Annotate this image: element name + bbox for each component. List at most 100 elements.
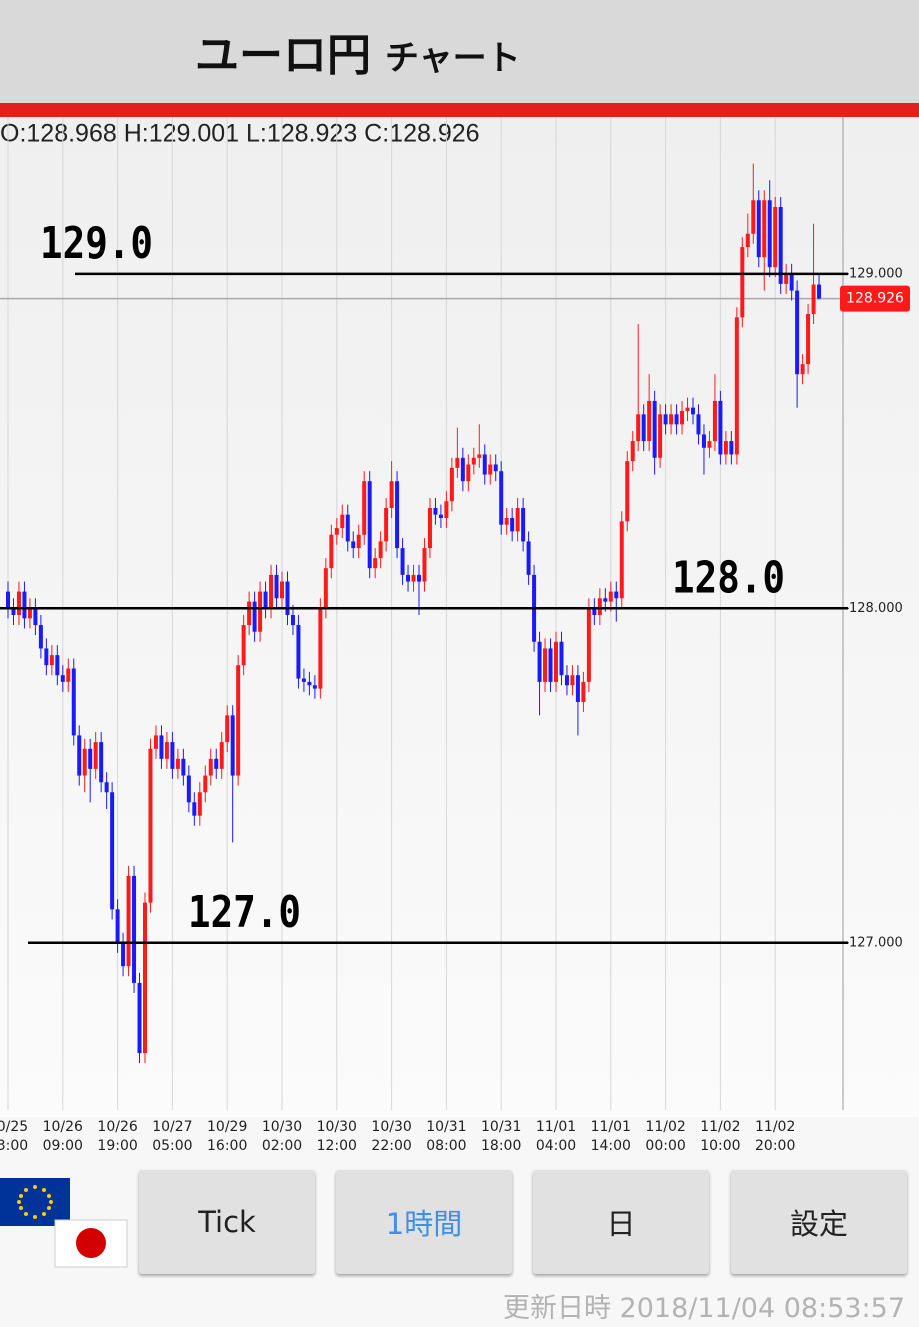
x-tick-label: 10/29 16:00 [207,1119,248,1154]
candle-body [186,775,191,803]
annotation-label: 129.0 [40,218,153,269]
candle-body [88,748,93,769]
candle-body [592,608,597,615]
candle-body [77,735,82,776]
candle-body [433,507,438,515]
candle-body [329,534,334,569]
candle-body [99,742,104,783]
candle-body [115,909,120,943]
candle-body [559,641,564,676]
annotation-label: 127.0 [188,887,301,938]
candle-body [312,685,317,689]
candle-body [438,514,443,519]
candle-body [334,528,339,535]
candle-body [197,792,202,816]
candle-body [395,481,400,549]
candle-body [685,407,690,411]
eu-stars [17,1185,53,1219]
updated-time: 更新日時 2018/11/04 08:53:57 [502,1293,905,1324]
candle-body [153,735,158,749]
candle-body [630,441,635,462]
candle-body [734,317,739,455]
candle-body [504,518,509,525]
candle-body [444,501,449,519]
tick-button[interactable]: Tick [139,1170,315,1274]
candle-body [307,681,312,686]
x-tick-label: 10/30 12:00 [316,1119,357,1154]
candle-body [510,518,515,532]
candle-body [482,454,487,475]
candle-body [647,400,652,442]
candle-body [575,675,580,702]
x-tick-label: 10/26 09:00 [42,1119,83,1154]
candle-body [641,414,646,442]
y-tick-label: 128.000 [849,601,903,616]
candle-body [406,574,411,582]
candle-body [181,758,186,776]
candle-body [586,608,591,682]
candle-body [718,400,723,455]
candle-body [280,581,284,599]
candle-body [817,284,822,299]
candle-body [521,507,526,542]
candle-body [619,521,624,599]
candle-body [175,758,180,769]
candle-body [247,601,252,626]
candle-body [203,775,208,793]
candle-body [362,481,367,535]
candle-body [663,414,668,425]
candle-body [263,591,268,609]
y-tick-label: 129.000 [849,266,903,281]
candle-body [564,675,569,686]
candle-body [515,507,520,532]
candle-body [137,982,142,1054]
candle-body [126,875,131,967]
candle-body [674,414,679,425]
candle-body [680,410,685,425]
candle-body [488,464,493,475]
candle-body [712,400,717,442]
candle-body [554,641,558,682]
candle-body [795,290,800,375]
candle-body [548,648,553,682]
candle-body [345,514,350,542]
accent-stripe [0,103,919,117]
candle-body [669,414,674,425]
candle-body [389,481,394,508]
candle-body [466,464,471,482]
candle-body [707,441,712,448]
candle-body [60,675,65,682]
ohlc-header: O:128.968 H:129.001 L:128.923 C:128.926 [0,120,480,148]
candle-body [778,206,783,284]
candle-body [285,581,290,615]
candle-body [252,601,257,632]
hour-button[interactable]: 1時間 [336,1170,512,1274]
x-tick-label: 11/02 00:00 [645,1119,686,1154]
x-tick-label: 10/30 02:00 [261,1119,303,1154]
candle-body [219,742,224,769]
candle-body [258,591,263,632]
candle-body [658,414,663,458]
candle-body [784,273,789,284]
candle-body [789,273,794,291]
candle-body [570,675,575,686]
candle-body [22,591,27,619]
candle-body [756,200,761,258]
candle-body [652,400,657,458]
candle-body [493,464,498,472]
x-tick-label: 10/31 18:00 [481,1119,522,1154]
candle-body [597,598,602,615]
settings-button[interactable]: 設定 [731,1170,907,1274]
candle-body [460,457,465,482]
day-button[interactable]: 日 [533,1170,709,1274]
candle-body [11,608,16,615]
candle-body [121,942,126,967]
x-tick-label: 10/31 08:00 [426,1119,467,1154]
candle-body [723,441,728,455]
candle-body [164,742,169,759]
candle-body [537,641,542,682]
candle-body [274,574,279,599]
candle-body [455,457,460,468]
candle-body [471,457,476,465]
